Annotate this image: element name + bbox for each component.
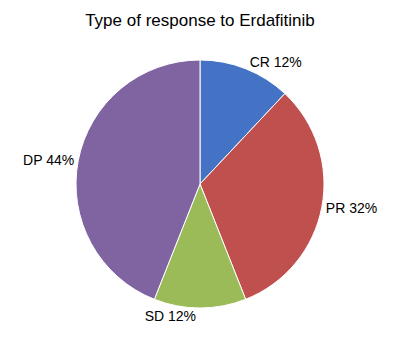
svg-text:SD 12%: SD 12% [145,308,196,324]
svg-text:CR 12%: CR 12% [250,54,302,70]
svg-text:PR 32%: PR 32% [326,200,377,216]
svg-text:Type of response to Erdafitini: Type of response to Erdafitinib [85,11,315,30]
svg-text:DP 44%: DP 44% [23,152,74,168]
